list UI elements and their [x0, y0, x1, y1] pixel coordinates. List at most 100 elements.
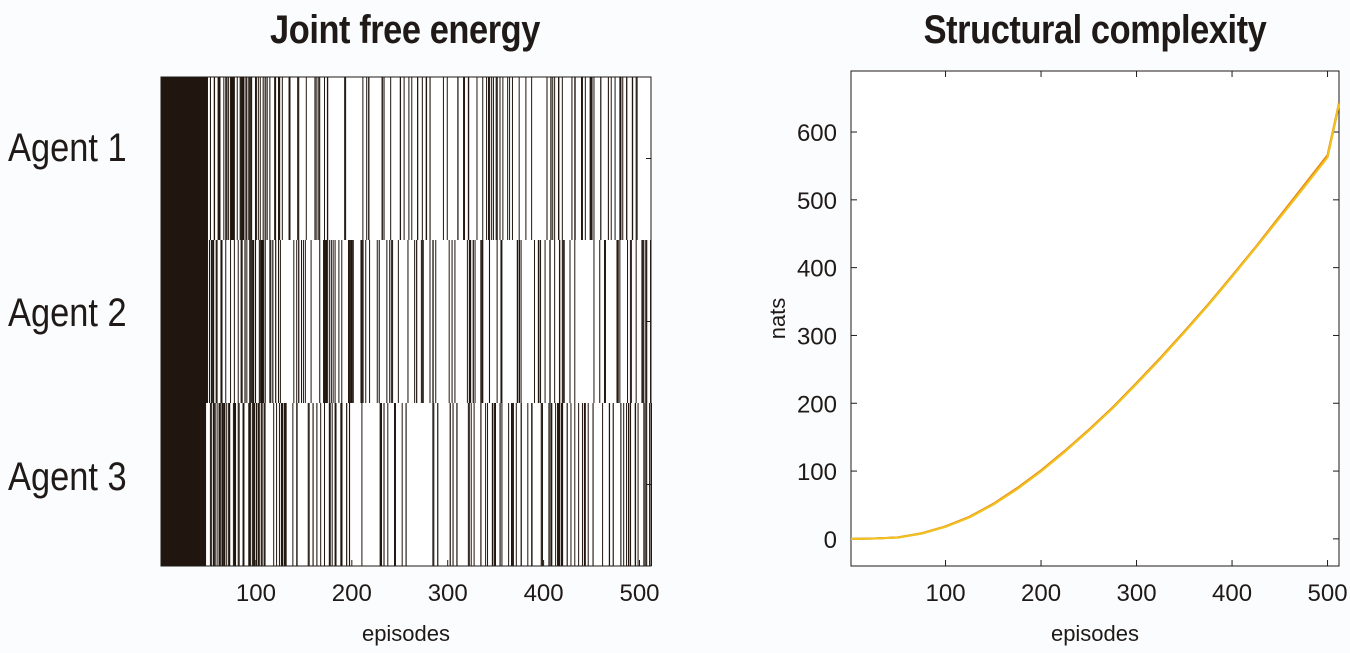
series-line	[850, 103, 1340, 540]
heatmap-cell	[554, 240, 556, 403]
heatmap-cell	[213, 403, 215, 566]
heatmap-cell	[341, 403, 343, 566]
heatmap-cell	[456, 403, 458, 566]
heatmap-cell	[574, 77, 576, 240]
heatmap-cell	[584, 77, 586, 240]
heatmap-cell	[541, 403, 543, 566]
heatmap-cell	[212, 403, 215, 566]
heatmap-cell	[448, 240, 450, 403]
heatmap-cell	[308, 403, 310, 566]
heatmap-cell	[368, 77, 370, 240]
heatmap-cell	[394, 403, 396, 566]
heatmap-cell	[417, 77, 419, 240]
heatmap-cell	[626, 77, 628, 240]
heatmap-cell	[369, 240, 371, 403]
heatmap-x-tick-label: 400	[524, 580, 564, 607]
heatmap-cell	[310, 240, 312, 403]
heatmap-cell	[233, 77, 235, 240]
heatmap-cell	[392, 240, 394, 403]
heatmap-cell	[518, 240, 521, 403]
heatmap-cell	[305, 77, 307, 240]
heatmap-cell	[243, 403, 245, 566]
heatmap-cell	[330, 240, 332, 403]
heatmap-cell	[380, 403, 383, 566]
heatmap-cell	[329, 403, 331, 566]
line-chart-title: Structural complexity	[923, 8, 1267, 52]
heatmap-solid-block	[161, 240, 208, 403]
heatmap-cell	[246, 77, 248, 240]
heatmap-cell	[328, 403, 331, 566]
heatmap-cell	[345, 77, 347, 240]
heatmap-cell	[218, 403, 220, 566]
heatmap-cell	[643, 403, 645, 566]
heatmap-cell	[518, 77, 520, 240]
heatmap-cell	[480, 240, 482, 403]
line-chart-frame	[850, 70, 1340, 567]
heatmap-cell	[627, 240, 629, 403]
heatmap-cell	[429, 77, 431, 240]
heatmap-cell	[432, 403, 434, 566]
heatmap-cell	[285, 403, 287, 566]
heatmap-cell	[253, 240, 255, 403]
heatmap-cell	[258, 240, 260, 403]
heatmap-cell	[281, 403, 284, 566]
heatmap-cell	[210, 240, 213, 403]
heatmap-cell	[221, 240, 223, 403]
heatmap-cell	[387, 403, 389, 566]
heatmap-cell	[261, 403, 263, 566]
heatmap-cell	[289, 77, 291, 240]
heatmap-cell	[332, 240, 334, 403]
heatmap-cell	[610, 77, 612, 240]
heatmap-cell	[216, 403, 218, 566]
heatmap-cell	[348, 403, 351, 566]
heatmap-solid-block	[161, 77, 208, 240]
line-chart-panel: 100 200 300 400 500 0 100 200 300 400 500 600 episod…	[765, 70, 1348, 646]
heatmap-cell	[486, 77, 488, 240]
heatmap-cell	[260, 403, 262, 566]
heatmap-cell	[574, 240, 576, 403]
line-x-axis-label: episodes	[1051, 621, 1139, 646]
heatmap-cell	[467, 77, 470, 240]
heatmap-cell	[319, 240, 321, 403]
heatmap-cell	[629, 403, 632, 566]
heatmap-cell	[259, 77, 261, 240]
heatmap-cell	[437, 403, 439, 566]
line-y-tick-label: 300	[797, 323, 837, 350]
heatmap-cell	[555, 403, 557, 566]
heatmap-cell	[362, 77, 364, 240]
line-y-tick-label: 500	[797, 188, 837, 215]
heatmap-cell	[488, 240, 491, 403]
heatmap-cell	[558, 240, 561, 403]
heatmap-cell	[273, 403, 275, 566]
heatmap-cell	[421, 77, 423, 240]
heatmap-cell	[255, 403, 258, 566]
heatmap-cell	[492, 77, 494, 240]
heatmap-cell	[210, 403, 212, 566]
heatmap-cell	[323, 240, 325, 403]
heatmap-cell	[211, 240, 213, 403]
heatmap-cell	[466, 240, 468, 403]
heatmap-cell	[561, 403, 564, 566]
heatmap-cell	[468, 403, 470, 566]
heatmap-cell	[557, 403, 559, 566]
heatmap-cell	[560, 403, 562, 566]
heatmap-cell	[383, 77, 385, 240]
heatmap-cell	[623, 403, 625, 566]
heatmap-cell	[397, 240, 399, 403]
heatmap-cell	[352, 240, 354, 403]
heatmap-cell	[390, 77, 392, 240]
heatmap-cell	[401, 403, 403, 566]
heatmap-cell	[620, 403, 622, 566]
heatmap-cell	[244, 240, 246, 403]
heatmap-cell	[581, 77, 583, 240]
heatmap-cell	[581, 403, 583, 566]
heatmap-cell	[236, 77, 238, 240]
heatmap-cell	[223, 77, 225, 240]
heatmap-cell	[316, 403, 318, 566]
heatmap-cell	[407, 240, 409, 403]
heatmap-cell	[298, 77, 300, 240]
heatmap-cell	[557, 77, 560, 240]
line-y-tick-label: 100	[797, 459, 837, 486]
heatmap-cell	[283, 403, 286, 566]
heatmap-cell	[241, 77, 243, 240]
